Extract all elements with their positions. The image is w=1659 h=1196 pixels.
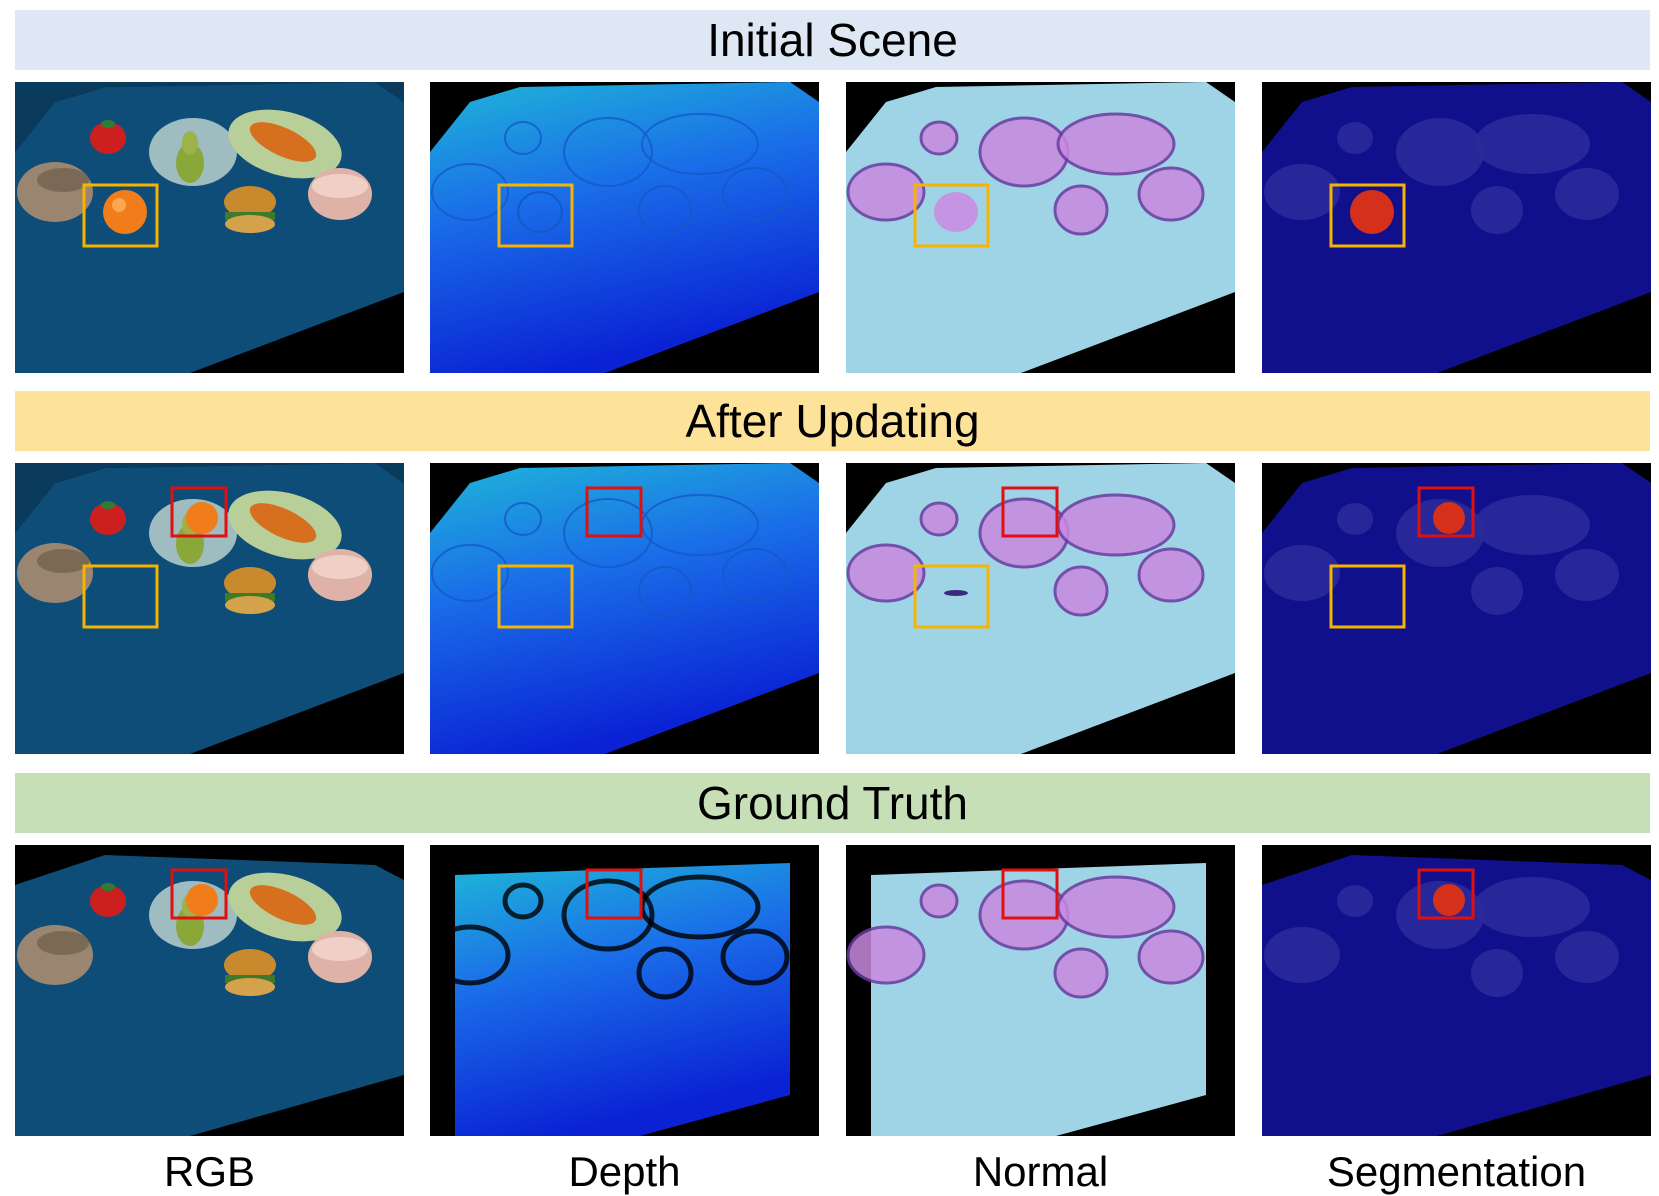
new-location-box xyxy=(1417,868,1475,920)
original-location-box xyxy=(497,183,574,248)
segmentation-image xyxy=(1262,463,1651,754)
row-title-after-updating: After Updating xyxy=(15,391,1650,451)
panel-gt-normal xyxy=(846,845,1235,1136)
original-location-box xyxy=(913,183,990,248)
panel-gt-segmentation xyxy=(1262,845,1651,1136)
panel-initial-segmentation xyxy=(1262,82,1651,373)
new-location-box xyxy=(1001,868,1059,920)
column-label-segmentation: Segmentation xyxy=(1326,1148,1587,1195)
row-title-initial-scene: Initial Scene xyxy=(15,10,1650,70)
column-label-normal: Normal xyxy=(972,1148,1109,1195)
original-location-box xyxy=(913,564,990,629)
panel-gt-rgb xyxy=(15,845,404,1136)
column-label-depth: Depth xyxy=(568,1148,681,1195)
panel-after-rgb xyxy=(15,463,404,754)
panel-after-depth xyxy=(430,463,819,754)
normal-image xyxy=(846,463,1235,754)
segmentation-image xyxy=(1262,82,1651,373)
segmentation-image xyxy=(1262,845,1651,1136)
rgb-image xyxy=(15,463,404,754)
column-label-rgb: RGB xyxy=(163,1148,255,1195)
new-location-box xyxy=(585,486,643,538)
row-title-ground-truth: Ground Truth xyxy=(15,773,1650,833)
new-location-box xyxy=(1001,486,1059,538)
depth-image xyxy=(430,845,819,1136)
new-location-box xyxy=(170,486,228,538)
panel-after-normal xyxy=(846,463,1235,754)
panel-after-segmentation xyxy=(1262,463,1651,754)
normal-image xyxy=(846,82,1235,373)
new-location-box xyxy=(585,868,643,920)
depth-image xyxy=(430,463,819,754)
original-location-box xyxy=(1329,564,1406,629)
panel-initial-rgb xyxy=(15,82,404,373)
rgb-image xyxy=(15,845,404,1136)
new-location-box xyxy=(1417,486,1475,538)
panel-gt-depth xyxy=(430,845,819,1136)
new-location-box xyxy=(170,868,228,920)
rgb-image xyxy=(15,82,404,373)
original-location-box xyxy=(497,564,574,629)
original-location-box xyxy=(1329,183,1406,248)
original-location-box xyxy=(82,183,159,248)
depth-image xyxy=(430,82,819,373)
panel-initial-depth xyxy=(430,82,819,373)
normal-image xyxy=(846,845,1235,1136)
original-location-box xyxy=(82,564,159,629)
panel-initial-normal xyxy=(846,82,1235,373)
